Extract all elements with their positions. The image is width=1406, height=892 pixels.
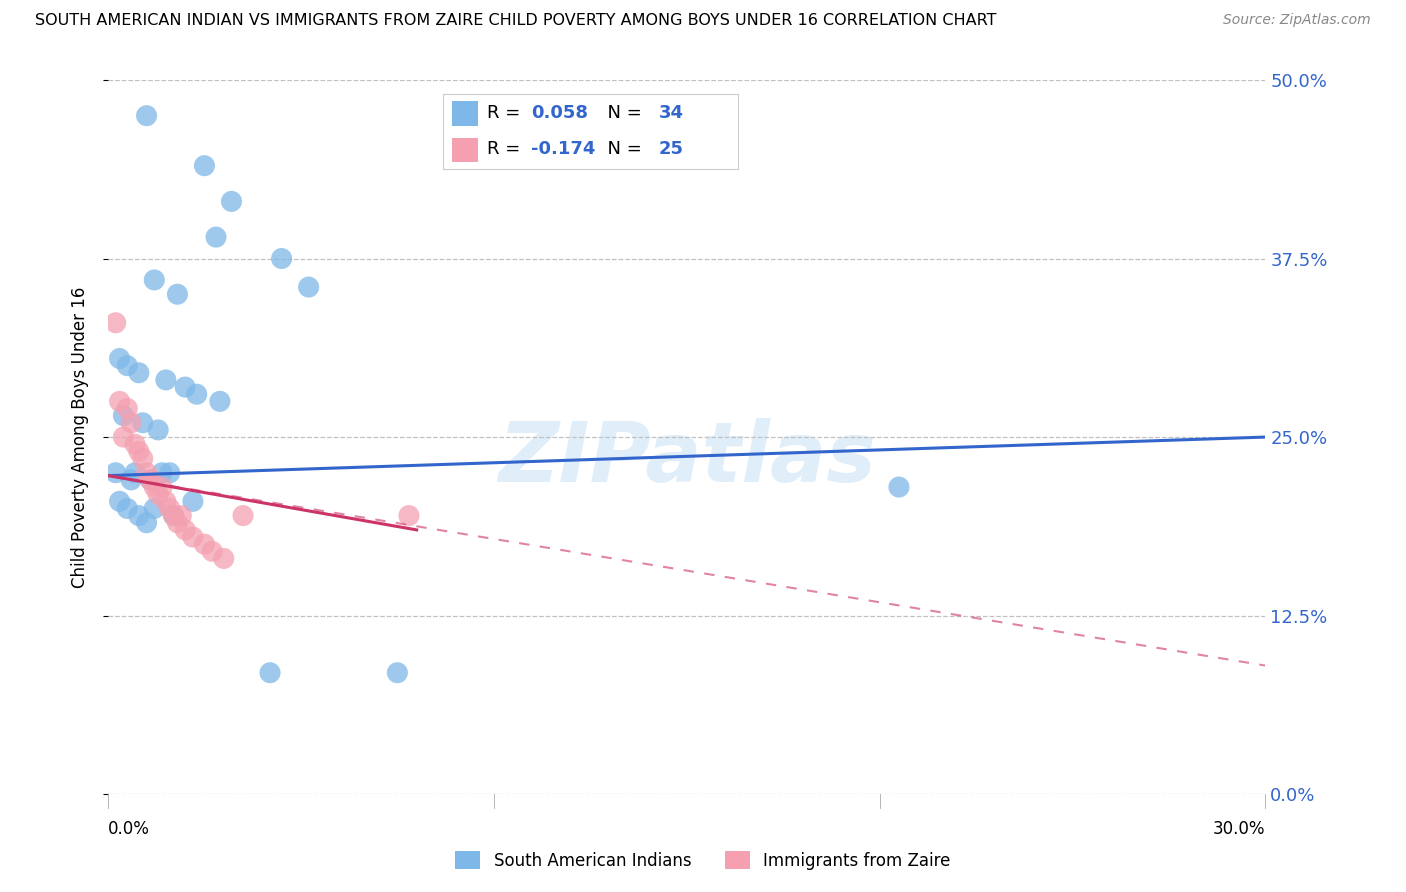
Point: [174, 380, 197, 394]
Bar: [451, 101, 478, 126]
Point: [181, 494, 204, 508]
Point: [387, 665, 409, 680]
Point: [117, 401, 139, 416]
Point: [117, 501, 139, 516]
Legend: South American Indians, Immigrants from Zaire: South American Indians, Immigrants from …: [449, 845, 957, 877]
Point: [162, 508, 184, 523]
Point: [135, 466, 157, 480]
Point: [186, 387, 208, 401]
Point: [174, 523, 197, 537]
Text: -0.174: -0.174: [531, 140, 596, 158]
Point: [232, 508, 254, 523]
Point: [143, 480, 166, 494]
Point: [124, 466, 146, 480]
Text: 0.058: 0.058: [531, 104, 589, 122]
Point: [120, 416, 142, 430]
Point: [155, 373, 177, 387]
Text: ZIPatlas: ZIPatlas: [498, 418, 876, 499]
Point: [135, 516, 157, 530]
Point: [104, 316, 127, 330]
Point: [104, 466, 127, 480]
Point: [155, 494, 177, 508]
Text: 0.0%: 0.0%: [108, 820, 150, 838]
Point: [108, 394, 131, 409]
Point: [170, 508, 193, 523]
Point: [146, 487, 169, 501]
Text: N =: N =: [596, 140, 648, 158]
Point: [117, 359, 139, 373]
Point: [139, 473, 162, 487]
Point: [162, 508, 184, 523]
Point: [150, 466, 173, 480]
Point: [146, 423, 169, 437]
Point: [159, 466, 181, 480]
Bar: [451, 137, 478, 161]
Point: [181, 530, 204, 544]
Text: SOUTH AMERICAN INDIAN VS IMMIGRANTS FROM ZAIRE CHILD POVERTY AMONG BOYS UNDER 16: SOUTH AMERICAN INDIAN VS IMMIGRANTS FROM…: [35, 13, 997, 29]
Point: [128, 366, 150, 380]
Point: [112, 430, 135, 444]
Point: [221, 194, 243, 209]
Point: [150, 480, 173, 494]
Point: [270, 252, 292, 266]
Point: [143, 501, 166, 516]
Point: [259, 665, 281, 680]
Point: [132, 451, 155, 466]
Point: [143, 273, 166, 287]
Point: [193, 537, 215, 551]
Point: [132, 416, 155, 430]
Point: [201, 544, 224, 558]
Text: N =: N =: [596, 104, 648, 122]
Point: [124, 437, 146, 451]
Point: [139, 473, 162, 487]
Text: 30.0%: 30.0%: [1213, 820, 1265, 838]
Text: R =: R =: [486, 140, 526, 158]
Point: [398, 508, 420, 523]
Point: [108, 494, 131, 508]
Text: Source: ZipAtlas.com: Source: ZipAtlas.com: [1223, 13, 1371, 28]
Point: [112, 409, 135, 423]
Point: [159, 501, 181, 516]
Point: [108, 351, 131, 366]
Point: [120, 473, 142, 487]
Point: [887, 480, 910, 494]
Point: [208, 394, 231, 409]
Point: [298, 280, 321, 294]
Point: [135, 109, 157, 123]
Point: [128, 508, 150, 523]
Text: 34: 34: [658, 104, 683, 122]
Text: 25: 25: [658, 140, 683, 158]
Point: [128, 444, 150, 458]
Point: [212, 551, 235, 566]
Point: [166, 516, 188, 530]
Point: [205, 230, 228, 244]
Text: R =: R =: [486, 104, 526, 122]
Point: [193, 159, 215, 173]
Point: [166, 287, 188, 301]
Y-axis label: Child Poverty Among Boys Under 16: Child Poverty Among Boys Under 16: [72, 286, 89, 588]
